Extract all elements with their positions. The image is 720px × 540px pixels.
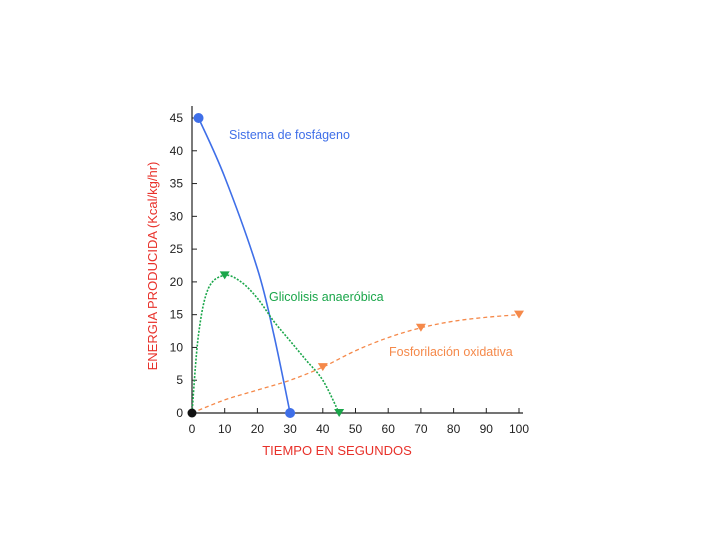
y-tick-label: 40 bbox=[170, 144, 184, 158]
x-tick-label: 70 bbox=[414, 422, 428, 436]
x-tick-label: 100 bbox=[509, 422, 529, 436]
series-marker bbox=[415, 323, 426, 332]
series-group bbox=[191, 113, 524, 418]
y-tick-label: 5 bbox=[176, 373, 183, 387]
y-tick-label: 35 bbox=[170, 177, 184, 191]
y-tick-label: 15 bbox=[170, 308, 184, 322]
x-tick-label: 50 bbox=[349, 422, 363, 436]
x-tick-label: 20 bbox=[251, 422, 265, 436]
series-line bbox=[191, 274, 340, 414]
x-tick-label: 30 bbox=[283, 422, 297, 436]
series-label-glicolisis: Glicolisis anaeróbica bbox=[269, 290, 384, 304]
series-marker bbox=[514, 310, 524, 319]
series-label-fosforilacion: Fosforilación oxidativa bbox=[389, 345, 513, 359]
series-marker bbox=[317, 363, 328, 372]
x-tick-group: 0 10 20 30 40 50 60 70 80 90 100 bbox=[189, 408, 529, 436]
x-tick-label: 90 bbox=[480, 422, 494, 436]
y-axis-title: ENERGIA PRODUCIDA (Kcal/kg/hr) bbox=[145, 162, 160, 371]
origin-marker bbox=[187, 408, 197, 418]
series-label-fosfageno: Sistema de fosfágeno bbox=[229, 128, 350, 142]
series-line bbox=[197, 117, 291, 414]
y-tick-label: 10 bbox=[170, 340, 184, 354]
x-axis-title: TIEMPO EN SEGUNDOS bbox=[262, 443, 412, 458]
series-marker bbox=[334, 409, 345, 417]
x-tick-label: 10 bbox=[218, 422, 232, 436]
y-tick-group: 0 5 10 15 20 25 30 35 40 45 bbox=[170, 111, 197, 420]
x-tick-label: 60 bbox=[382, 422, 396, 436]
y-tick-label: 25 bbox=[170, 242, 184, 256]
y-tick-label: 30 bbox=[170, 209, 184, 223]
series-marker bbox=[219, 271, 230, 280]
series-line bbox=[191, 314, 520, 414]
y-tick-label: 0 bbox=[176, 406, 183, 420]
x-tick-label: 0 bbox=[189, 422, 196, 436]
x-tick-label: 40 bbox=[316, 422, 330, 436]
series-marker bbox=[193, 113, 204, 123]
y-tick-label: 20 bbox=[170, 275, 184, 289]
y-tick-label: 45 bbox=[170, 111, 184, 125]
x-tick-label: 80 bbox=[447, 422, 461, 436]
series-marker bbox=[285, 408, 296, 418]
